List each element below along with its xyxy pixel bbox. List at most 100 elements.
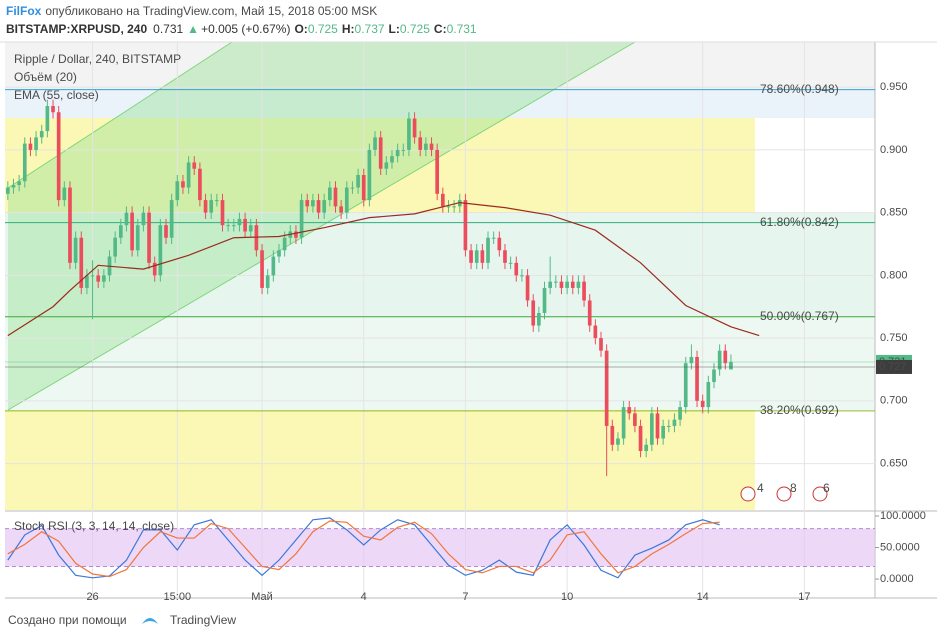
zone bbox=[5, 410, 755, 510]
candle-body bbox=[418, 137, 423, 150]
candle-body bbox=[644, 444, 649, 452]
candle-body bbox=[587, 300, 592, 326]
candle-body bbox=[305, 200, 310, 207]
candle-body bbox=[553, 281, 558, 283]
price-label: 0.727 bbox=[879, 361, 907, 373]
candle-body bbox=[599, 338, 603, 351]
candle-body bbox=[672, 419, 677, 426]
candle-body bbox=[215, 200, 219, 202]
candle-body bbox=[582, 281, 586, 301]
brand-logo bbox=[142, 618, 158, 624]
ohlc-key: H: bbox=[342, 22, 355, 36]
candle-body bbox=[678, 407, 682, 420]
candle-body bbox=[650, 413, 654, 445]
events: 4 8 6 bbox=[740, 481, 830, 502]
candle-body bbox=[486, 237, 490, 263]
candle-body bbox=[96, 275, 101, 282]
candle-body bbox=[633, 413, 637, 426]
candle-body bbox=[593, 325, 598, 339]
candle-body bbox=[565, 281, 569, 288]
candle-body bbox=[39, 131, 44, 138]
event-flag bbox=[776, 486, 792, 502]
x-tick-label: 14 bbox=[697, 591, 709, 603]
candle-body bbox=[401, 149, 406, 151]
candle-body bbox=[531, 300, 536, 326]
x-tick-label: 7 bbox=[462, 591, 468, 603]
fib-label: 38.20%(0.692) bbox=[760, 403, 839, 417]
y-tick-label: 0.750 bbox=[880, 332, 908, 344]
candle-body bbox=[729, 361, 733, 370]
candle-body bbox=[503, 250, 507, 263]
candle-body bbox=[390, 156, 394, 163]
x-tick-label: 4 bbox=[361, 591, 367, 603]
candle-body bbox=[689, 356, 694, 364]
y-tick-label: 0.650 bbox=[880, 457, 908, 469]
candle-body bbox=[661, 425, 665, 439]
candle-body bbox=[424, 143, 428, 150]
y-tick-label: 0.0000 bbox=[880, 573, 914, 585]
candle-body bbox=[28, 143, 33, 150]
legend-volume: Объём (20) bbox=[14, 70, 77, 84]
candle-body bbox=[141, 212, 146, 226]
stoch-line bbox=[7, 517, 720, 579]
candle-body bbox=[73, 237, 78, 263]
candle-body bbox=[68, 187, 72, 263]
candle-body bbox=[322, 200, 327, 213]
candle-body bbox=[135, 225, 140, 251]
ohlc-key: L: bbox=[389, 22, 400, 36]
price-box bbox=[876, 359, 912, 374]
candle-body bbox=[508, 262, 513, 264]
ohlc-value: 0.725 bbox=[308, 22, 338, 36]
y-tick-label: 50.0000 bbox=[880, 541, 920, 553]
fib-label: 61.80%(0.842) bbox=[760, 215, 839, 229]
event-count: 8 bbox=[790, 481, 797, 495]
stoch-line bbox=[7, 520, 720, 578]
candle-body bbox=[373, 137, 377, 150]
candle-body bbox=[45, 105, 50, 132]
footer-brand[interactable]: TradingView bbox=[170, 613, 236, 627]
x-tick-label: 17 bbox=[798, 591, 810, 603]
candle-body bbox=[164, 225, 168, 238]
candle-body bbox=[17, 181, 21, 186]
candle-body bbox=[666, 425, 671, 427]
candle-body bbox=[407, 118, 411, 150]
candle-body bbox=[147, 212, 151, 263]
event-flag bbox=[740, 486, 756, 502]
candle-body bbox=[604, 350, 609, 426]
candle-body bbox=[361, 174, 366, 201]
ohlc-value: 0.731 bbox=[447, 22, 477, 36]
event-count: 6 bbox=[823, 481, 830, 495]
candle-body bbox=[339, 206, 343, 213]
candle-body bbox=[130, 212, 134, 251]
zone bbox=[5, 87, 875, 118]
candle-body bbox=[700, 400, 705, 408]
channel-line bbox=[7, 41, 233, 189]
candle-body bbox=[158, 225, 163, 276]
candle-body bbox=[333, 187, 338, 207]
arrow: ▲ bbox=[187, 22, 199, 36]
candle-body bbox=[113, 237, 117, 257]
candle-body bbox=[616, 438, 620, 445]
candle-body bbox=[231, 225, 236, 227]
candle-body bbox=[440, 193, 445, 207]
candle-body bbox=[265, 275, 270, 288]
zone bbox=[5, 42, 875, 87]
candle-body bbox=[610, 425, 615, 445]
symbol: BITSTAMP:XRPUSD, 240 bbox=[6, 22, 147, 36]
y-tick-label: 0.850 bbox=[880, 207, 908, 219]
candle-body bbox=[480, 250, 485, 263]
x-tick-label: 26 bbox=[86, 591, 98, 603]
candle-body bbox=[237, 218, 242, 226]
candle-body bbox=[683, 363, 688, 408]
x-tick-label: 10 bbox=[561, 591, 573, 603]
candle-body bbox=[655, 413, 660, 439]
candle-body bbox=[22, 143, 27, 182]
candle-body bbox=[474, 250, 479, 263]
candle-body bbox=[271, 256, 276, 276]
candle-body bbox=[243, 218, 247, 232]
candle-body bbox=[367, 149, 372, 201]
candle-body bbox=[203, 200, 208, 213]
candle-body bbox=[299, 200, 304, 238]
